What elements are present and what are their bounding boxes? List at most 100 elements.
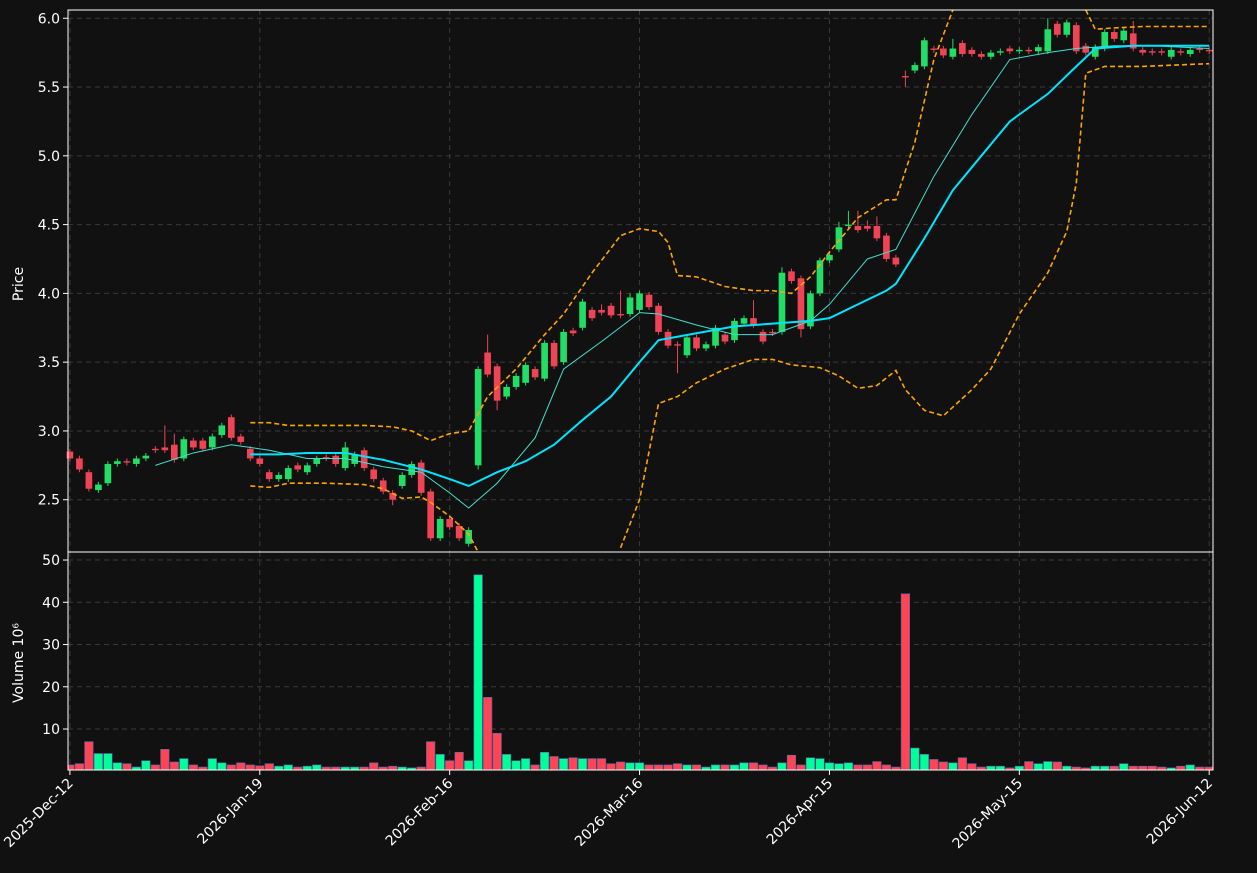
y-tick-label: 6.0 bbox=[38, 11, 60, 27]
volume-bar bbox=[207, 758, 217, 770]
volume-bar bbox=[729, 764, 740, 770]
candle-body bbox=[1053, 23, 1061, 35]
y-tick-label: 40 bbox=[42, 595, 60, 611]
candle-body bbox=[569, 330, 577, 334]
volume-bar bbox=[672, 763, 683, 770]
volume-bar bbox=[597, 758, 607, 770]
candle-body bbox=[997, 51, 1004, 53]
candle-body bbox=[769, 331, 776, 334]
volume-bar bbox=[502, 754, 512, 770]
volume-bar bbox=[1043, 761, 1053, 770]
candle-body bbox=[712, 327, 719, 346]
volume-grid bbox=[68, 552, 1213, 770]
candle-body bbox=[835, 227, 843, 250]
volume-bar bbox=[141, 760, 151, 770]
candle-body bbox=[265, 472, 273, 480]
candle-body bbox=[522, 364, 529, 383]
candle-body bbox=[816, 260, 824, 294]
volume-bar bbox=[160, 748, 170, 770]
volume-bar bbox=[68, 764, 75, 770]
candle-body bbox=[550, 342, 558, 367]
candle-body bbox=[598, 309, 605, 313]
candle-body bbox=[940, 48, 947, 56]
volume-bar bbox=[587, 758, 597, 770]
volume-bar bbox=[777, 762, 787, 770]
candle-body bbox=[617, 314, 624, 316]
candle-body bbox=[1148, 51, 1156, 53]
candle-body bbox=[474, 369, 482, 466]
volume-bar bbox=[511, 760, 521, 770]
volume-bar bbox=[426, 741, 436, 770]
volume-axis-label: Volume 10⁶ bbox=[11, 623, 27, 703]
candle-body bbox=[436, 518, 444, 539]
volume-bar bbox=[1138, 765, 1148, 770]
candle-body bbox=[902, 76, 909, 78]
volume-bar bbox=[910, 747, 920, 770]
candle-body bbox=[987, 52, 995, 57]
candle-body bbox=[883, 235, 890, 259]
volume-bar bbox=[796, 764, 806, 770]
volume-bar bbox=[834, 763, 844, 770]
candle-body bbox=[655, 305, 662, 332]
candle-body bbox=[693, 337, 700, 349]
y-tick-label: 30 bbox=[42, 638, 60, 654]
candle-body bbox=[607, 305, 615, 316]
candle-body bbox=[417, 462, 425, 493]
volume-bar bbox=[739, 762, 749, 770]
candle-body bbox=[1186, 49, 1194, 55]
candle-body bbox=[921, 40, 928, 67]
candle-body bbox=[237, 436, 245, 442]
volume-bar bbox=[815, 758, 825, 770]
candle-body bbox=[360, 450, 368, 469]
candle-body bbox=[512, 375, 520, 387]
volume-bar bbox=[663, 764, 673, 770]
candle-body bbox=[978, 54, 985, 57]
candle-body bbox=[1205, 49, 1213, 52]
candle-body bbox=[284, 468, 292, 480]
candle-body bbox=[1110, 32, 1118, 39]
candle-body bbox=[171, 444, 178, 460]
candle-body bbox=[949, 48, 957, 57]
volume-bar bbox=[1033, 763, 1043, 770]
candle-body bbox=[389, 492, 397, 500]
candle-body bbox=[66, 451, 74, 459]
y-tick-label: 50 bbox=[42, 553, 60, 569]
candle-body bbox=[427, 491, 435, 539]
candle-body bbox=[702, 344, 710, 349]
candle-body bbox=[788, 271, 795, 281]
candle-body bbox=[1015, 49, 1023, 52]
indicator-lines bbox=[155, 10, 1210, 552]
candle-body bbox=[1158, 51, 1166, 53]
volume-bar bbox=[615, 761, 626, 770]
candle-body bbox=[560, 331, 567, 363]
candle-body bbox=[740, 318, 748, 324]
volume-bar bbox=[606, 763, 616, 770]
volume-bar bbox=[454, 751, 464, 770]
candle-body bbox=[1025, 49, 1033, 52]
candle-body bbox=[826, 254, 833, 261]
candle-body bbox=[1129, 33, 1137, 49]
volume-bar bbox=[843, 762, 853, 770]
candle-body bbox=[892, 257, 900, 265]
candle-body bbox=[930, 48, 938, 50]
y-tick-label: 5.5 bbox=[38, 80, 60, 96]
candle-body bbox=[873, 225, 881, 239]
volume-bar bbox=[435, 754, 445, 770]
indicator-line bbox=[250, 10, 1210, 442]
volume-bar bbox=[786, 754, 797, 770]
volume-bar bbox=[302, 765, 312, 770]
candle-body bbox=[218, 425, 226, 436]
candle-body bbox=[408, 463, 416, 475]
candle-body bbox=[332, 455, 340, 464]
candle-body bbox=[180, 439, 188, 459]
volume-bar bbox=[274, 765, 284, 770]
y-tick-label: 10 bbox=[42, 722, 60, 738]
candle-body bbox=[142, 455, 150, 459]
candle-body bbox=[303, 465, 311, 473]
volume-bar bbox=[84, 741, 94, 770]
volume-bar bbox=[521, 758, 531, 770]
volume-bar bbox=[1100, 765, 1110, 770]
volume-bar bbox=[957, 757, 967, 770]
volume-bar bbox=[986, 765, 996, 770]
